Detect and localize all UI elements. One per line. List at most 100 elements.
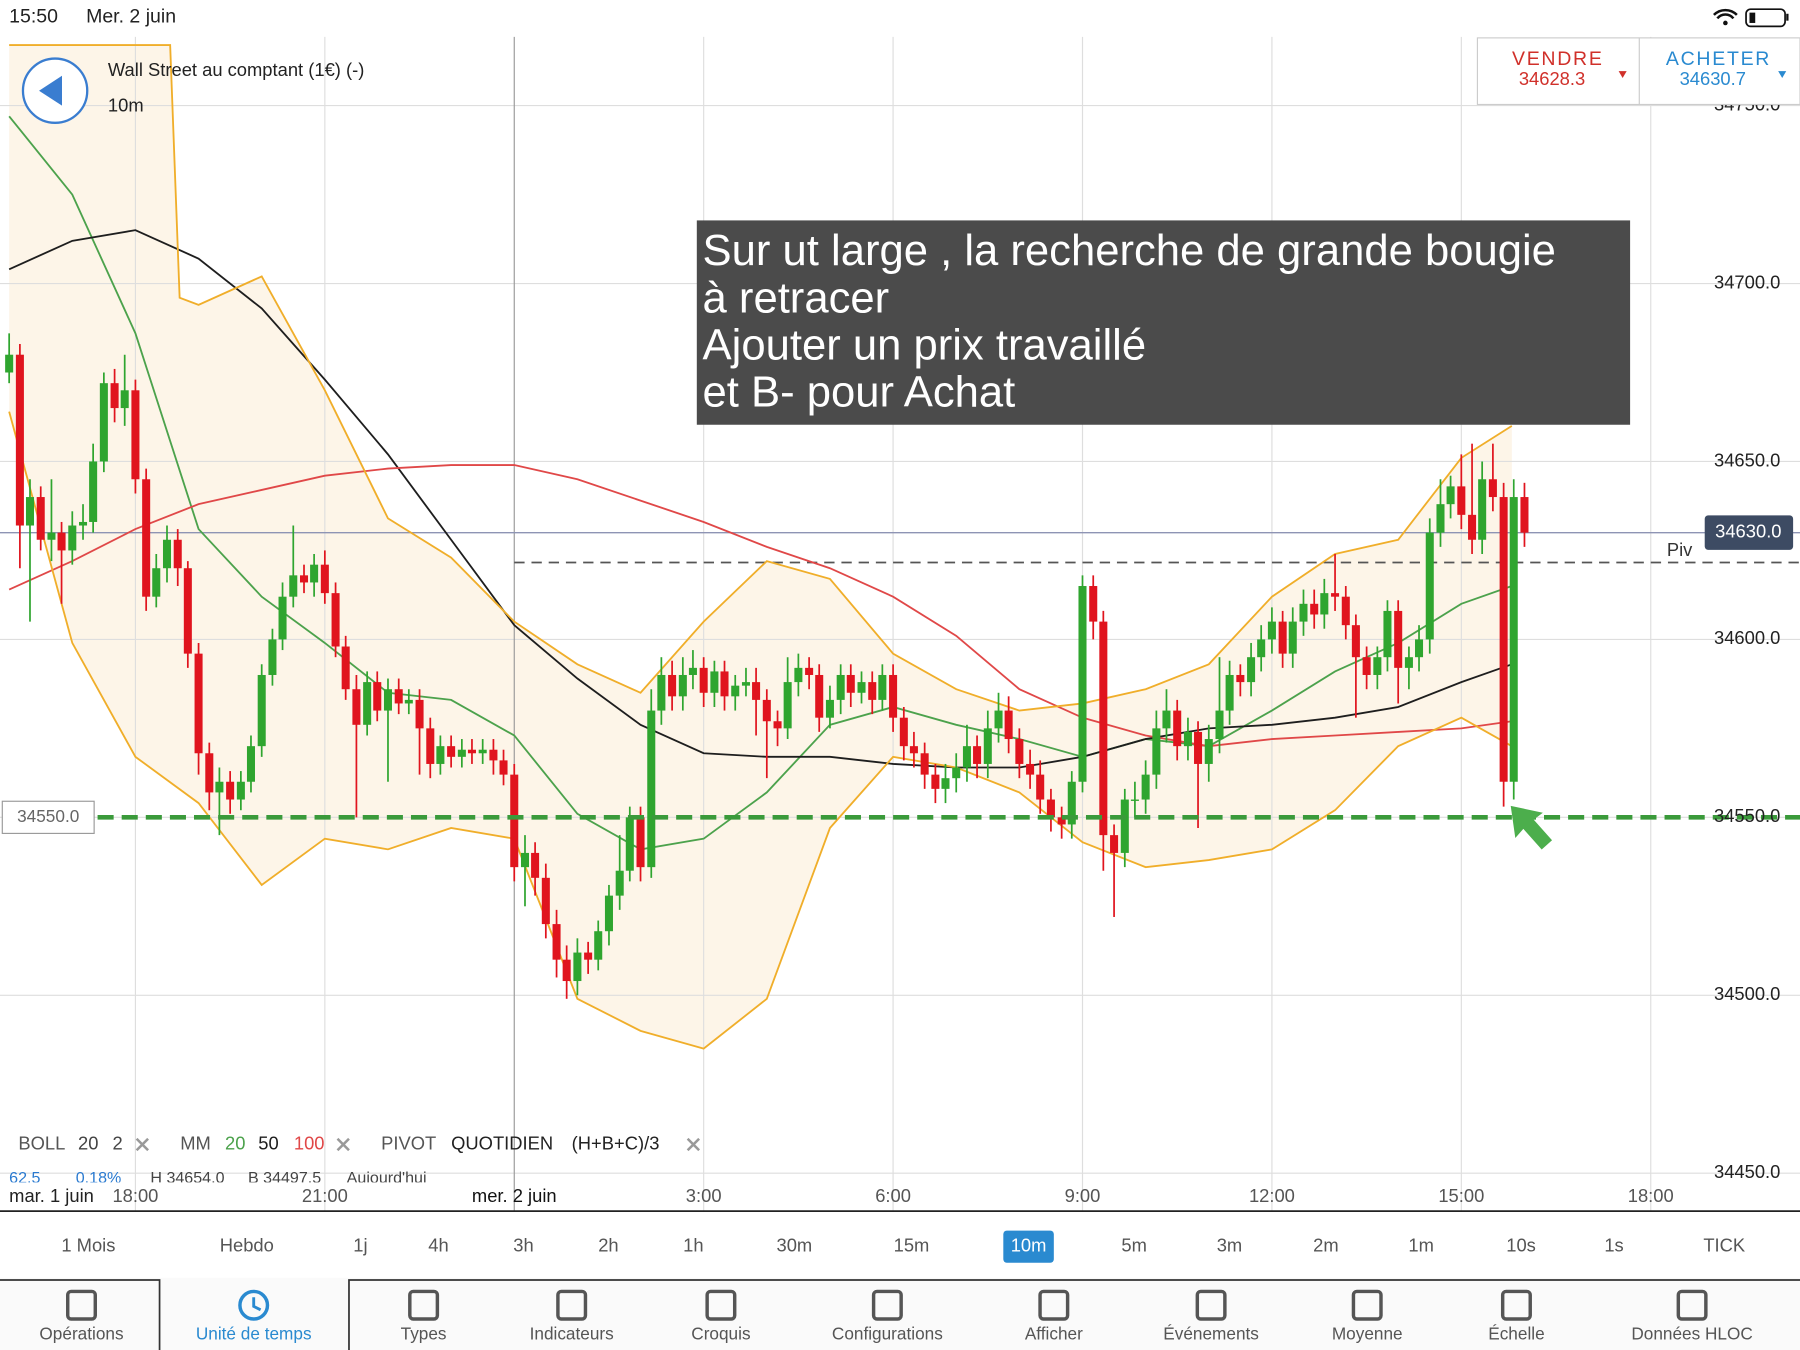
candle-body <box>1373 657 1382 675</box>
indicator-chip[interactable]: MM 20 50 100 <box>180 1132 350 1153</box>
toolbar-label[interactable]: Opérations <box>39 1324 123 1344</box>
timeframe-option[interactable]: 10s <box>1506 1235 1536 1256</box>
timeframe-label[interactable]: 15m <box>894 1235 930 1256</box>
toolbar-button[interactable]: Configurations <box>832 1289 943 1344</box>
candle-body <box>447 746 456 757</box>
timeframe-option[interactable]: 2m <box>1313 1235 1339 1256</box>
toolbar-button[interactable]: Moyenne <box>1332 1289 1403 1344</box>
timeframe-option[interactable]: 5m <box>1121 1235 1147 1256</box>
candle-body <box>1341 596 1350 626</box>
timeframe-label[interactable]: TICK <box>1703 1235 1746 1256</box>
toolbar-icon <box>252 1297 262 1312</box>
indicator-param: 20 <box>225 1132 245 1153</box>
sell-label[interactable]: VENDRE <box>1512 48 1604 70</box>
x-tick-label: 12:00 <box>1249 1185 1295 1206</box>
toolbar-label[interactable]: Unité de temps <box>196 1324 312 1344</box>
x-tick-label: 18:00 <box>1628 1185 1674 1206</box>
timeframe-option[interactable]: Hebdo <box>220 1235 274 1256</box>
timeframe-option[interactable]: 10m <box>1003 1230 1054 1263</box>
indicator-param: (H+B+C)/3 <box>572 1132 660 1153</box>
timeframe-label[interactable]: 10m <box>1011 1235 1047 1256</box>
indicator-label: PIVOT <box>381 1132 436 1153</box>
candle-body <box>1026 763 1035 775</box>
candle-body <box>1394 610 1403 668</box>
candle-body <box>110 383 119 409</box>
timeframe-label[interactable]: 4h <box>428 1235 448 1256</box>
timeframe-label[interactable]: 1m <box>1408 1235 1434 1256</box>
candle-body <box>1257 639 1266 658</box>
back-button[interactable] <box>21 57 89 124</box>
timeframe-label[interactable]: 3m <box>1217 1235 1243 1256</box>
toolbar-button[interactable]: Croquis <box>691 1289 751 1344</box>
timeframe-option[interactable]: 1h <box>683 1235 703 1256</box>
timeframe-label[interactable]: 1 Mois <box>61 1235 115 1256</box>
timeframe-label[interactable]: 2h <box>598 1235 618 1256</box>
annotation: Sur ut large , la recherche de grande bo… <box>696 220 1631 425</box>
timeframe-option[interactable]: 1m <box>1408 1235 1434 1256</box>
timeframe-option[interactable]: TICK <box>1703 1235 1746 1256</box>
toolbar-label[interactable]: Croquis <box>691 1324 750 1344</box>
toolbar-label[interactable]: Événements <box>1163 1324 1259 1344</box>
buy-price[interactable]: 34630.7 <box>1680 68 1746 89</box>
toolbar-label[interactable]: Échelle <box>1488 1324 1544 1344</box>
timeframe-label[interactable]: 1s <box>1604 1235 1623 1256</box>
timeframe-option[interactable]: 2h <box>598 1235 618 1256</box>
indicator-chip[interactable]: BOLL 20 2 <box>18 1132 149 1153</box>
toolbar-button[interactable]: Données HLOC <box>1631 1289 1753 1344</box>
timeframe-option[interactable]: 1j <box>353 1235 367 1256</box>
candle-body <box>1320 593 1329 615</box>
toolbar-icon <box>1351 1289 1383 1321</box>
candle-body <box>478 749 487 754</box>
buy-button[interactable]: ACHETER 34630.7 <box>1666 48 1787 89</box>
timeframe-label[interactable]: 10s <box>1506 1235 1536 1256</box>
sell-button[interactable]: VENDRE 34628.3 <box>1512 48 1627 89</box>
timeframe-option[interactable]: 3m <box>1217 1235 1243 1256</box>
timeframe-option[interactable]: 3h <box>513 1235 533 1256</box>
timeframe-label[interactable]: Hebdo <box>220 1235 274 1256</box>
indicator-line <box>8 115 1513 851</box>
candle-body <box>1288 621 1297 654</box>
candle-body <box>573 952 582 982</box>
candle-body <box>909 746 918 754</box>
toolbar-label[interactable]: Données HLOC <box>1631 1324 1752 1344</box>
toolbar-button[interactable]: Afficher <box>1025 1289 1083 1344</box>
sell-price[interactable]: 34628.3 <box>1519 68 1585 89</box>
candle-body <box>467 749 476 754</box>
level-label: 34550.0 <box>17 806 79 826</box>
timeframe-option[interactable]: 30m <box>777 1235 813 1256</box>
timeframe-label[interactable]: 1h <box>683 1235 703 1256</box>
remove-icon[interactable] <box>686 1137 701 1152</box>
candle-body <box>1425 532 1434 640</box>
toolbar-button[interactable]: Événements <box>1163 1289 1259 1344</box>
candle-body <box>246 746 255 782</box>
toolbar-label[interactable]: Types <box>401 1324 447 1344</box>
toolbar-label[interactable]: Moyenne <box>1332 1324 1403 1344</box>
remove-icon[interactable] <box>135 1137 149 1152</box>
candle-body <box>1383 610 1392 658</box>
toolbar-button[interactable]: Échelle <box>1488 1289 1545 1344</box>
timeframe-option[interactable]: 4h <box>428 1235 448 1256</box>
toolbar-label[interactable]: Afficher <box>1025 1324 1083 1344</box>
toolbar-button[interactable]: Types <box>401 1289 447 1344</box>
toolbar-label[interactable]: Configurations <box>832 1324 943 1344</box>
timeframe-label[interactable]: 30m <box>777 1235 813 1256</box>
overlay: 34450.0 34500.0 34550.0 34600.0 34650.0 34700… <box>1 93 1794 1206</box>
timeframe-option[interactable]: 1s <box>1604 1235 1623 1256</box>
indicator-chip[interactable]: PIVOT QUOTIDIEN (H+B+C)/3 <box>381 1132 701 1153</box>
timeframe-option[interactable]: 15m <box>894 1235 930 1256</box>
toolbar-button[interactable]: Opérations <box>39 1289 124 1344</box>
toolbar-button[interactable]: Indicateurs <box>530 1289 614 1344</box>
toolbar-label[interactable]: Indicateurs <box>530 1324 614 1344</box>
candle-body <box>1130 799 1139 801</box>
toolbar-button[interactable]: Unité de temps <box>196 1289 312 1344</box>
timeframe-option[interactable]: 1 Mois <box>61 1235 115 1256</box>
candle-body <box>983 728 992 764</box>
timeframe-label[interactable]: 5m <box>1121 1235 1147 1256</box>
timeframe-label[interactable]: 3h <box>513 1235 533 1256</box>
remove-icon[interactable] <box>336 1137 350 1152</box>
timeframe-label[interactable]: 1j <box>353 1235 367 1256</box>
buy-label[interactable]: ACHETER <box>1666 48 1771 70</box>
timeframe-label[interactable]: 2m <box>1313 1235 1339 1256</box>
x-tick-label: 3:00 <box>686 1185 722 1206</box>
